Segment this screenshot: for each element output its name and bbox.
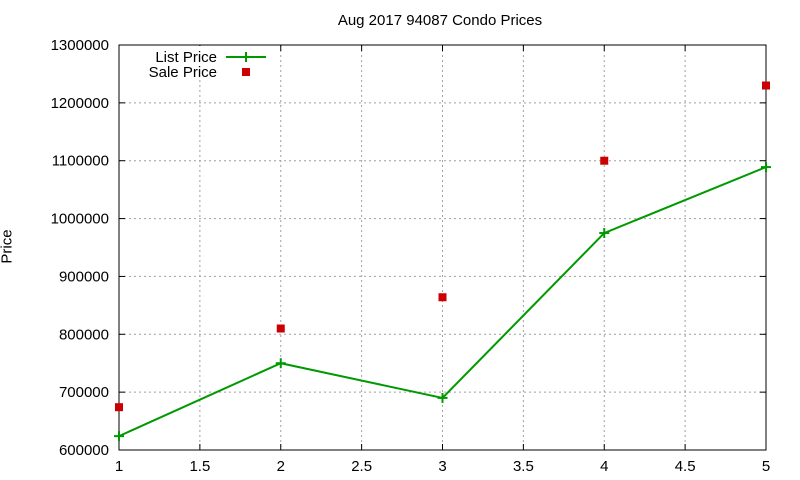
legend-box — [140, 46, 275, 80]
x-tick-label: 4 — [600, 458, 608, 475]
y-tick-label: 900000 — [59, 268, 109, 285]
x-tick-label: 1.5 — [189, 458, 210, 475]
plot-border — [118, 44, 767, 451]
x-tick-label: 2 — [277, 458, 285, 475]
sale-price-marker — [600, 156, 609, 165]
sale-price-marker — [115, 403, 123, 412]
grid-lines — [118, 44, 767, 451]
sale-price-marker — [762, 81, 770, 90]
axes: 1 1.5 2 2.5 3 3.5 4 4.5 5 600000 700000 800000 90000… — [51, 37, 771, 475]
x-tick-label: 4.5 — [675, 458, 696, 475]
legend-label: List Price — [155, 49, 217, 66]
x-tick-label: 1 — [115, 458, 123, 475]
y-tick-label: 700000 — [59, 384, 109, 401]
y-tick-label: 1200000 — [51, 95, 109, 112]
sale-price-marker — [276, 324, 285, 333]
x-tick-label: 5 — [762, 458, 770, 475]
data-series — [114, 81, 771, 442]
x-tick-label: 3.5 — [513, 458, 534, 475]
x-tick-label: 3 — [438, 458, 446, 475]
legend-label: Sale Price — [149, 64, 217, 81]
chart-title: Aug 2017 94087 Condo Prices — [337, 12, 543, 29]
y-tick-label: 1000000 — [51, 211, 109, 228]
y-tick-label: 800000 — [59, 326, 109, 343]
legend-marker — [242, 68, 250, 76]
sale-price-marker — [438, 293, 447, 302]
y-tick-label: 600000 — [59, 442, 109, 459]
y-tick-label: 1300000 — [51, 37, 109, 54]
y-tick-label: 1100000 — [52, 153, 109, 170]
x-tick-label: 2.5 — [351, 458, 372, 475]
